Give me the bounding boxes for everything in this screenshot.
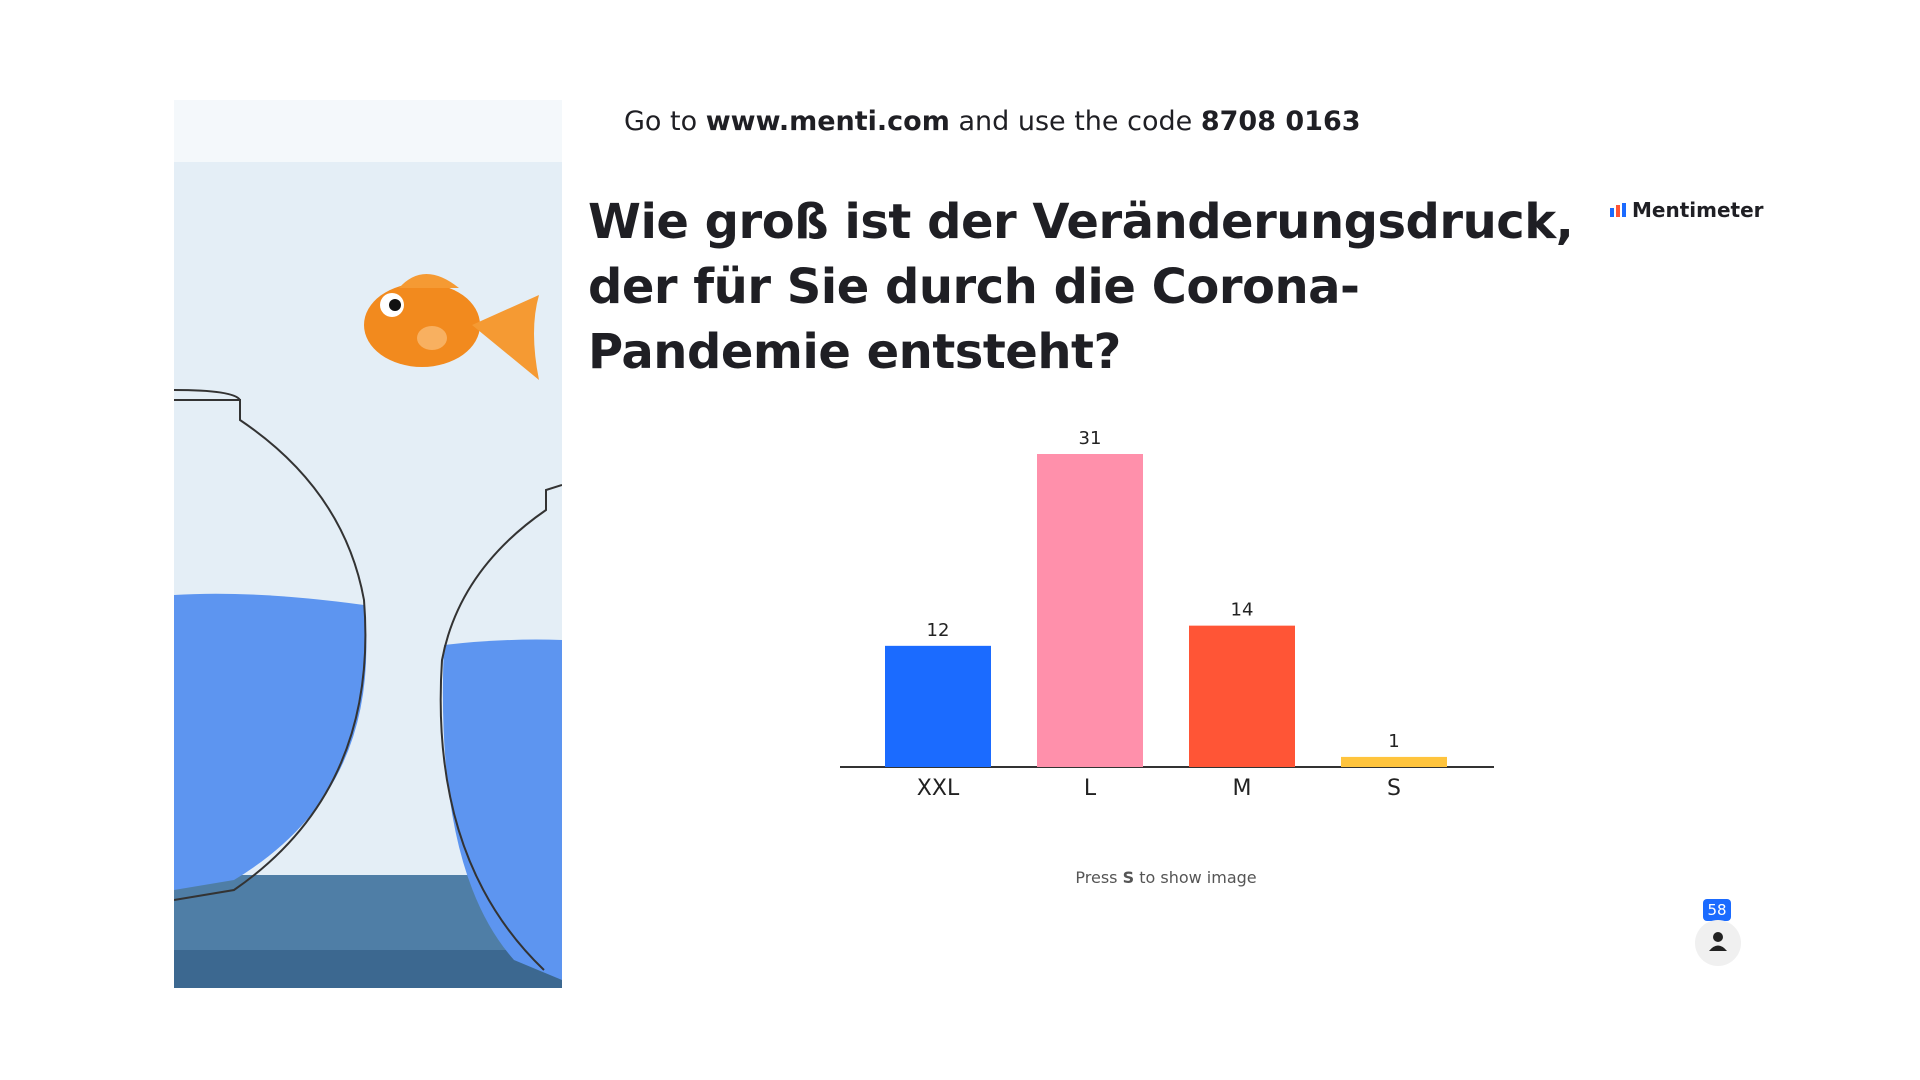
bar [1341, 756, 1447, 767]
x-tick-label: M [1233, 776, 1252, 801]
x-tick-label: XXL [917, 776, 960, 801]
hint-key: S [1122, 868, 1135, 887]
join-url[interactable]: www.menti.com [705, 106, 950, 137]
brand-logo: Mentimeter [1610, 198, 1764, 222]
question-title: Wie groß ist der Veränderungsdruck, der … [588, 194, 1574, 380]
brand-name: Mentimeter [1632, 198, 1764, 222]
illustration [174, 100, 562, 988]
join-code: 8708 0163 [1200, 106, 1361, 137]
hint-text: Press [1075, 868, 1118, 887]
participant-count: 58 [1703, 899, 1731, 921]
hint: Press S to show image [1000, 868, 1332, 887]
instruction-text: Go to [624, 106, 698, 137]
x-tick-label: S [1387, 776, 1401, 801]
bar [1189, 625, 1295, 767]
bar [885, 645, 991, 767]
person-icon [1709, 932, 1727, 951]
brand-icon [1610, 203, 1626, 217]
hint-text: to show image [1139, 868, 1257, 887]
participants-button[interactable] [1695, 920, 1741, 966]
bar [1037, 454, 1143, 767]
value-label: 14 [1231, 600, 1254, 621]
join-instructions: Go to www.menti.com and use the code 870… [624, 106, 1361, 137]
value-label: 1 [1388, 731, 1399, 752]
x-tick-label: L [1084, 776, 1097, 801]
value-label: 31 [1079, 428, 1102, 449]
instruction-text: and use the code [958, 106, 1193, 137]
chart: 12 XXL 31 L 14 M 1 S [840, 428, 1494, 801]
value-label: 12 [927, 620, 950, 641]
